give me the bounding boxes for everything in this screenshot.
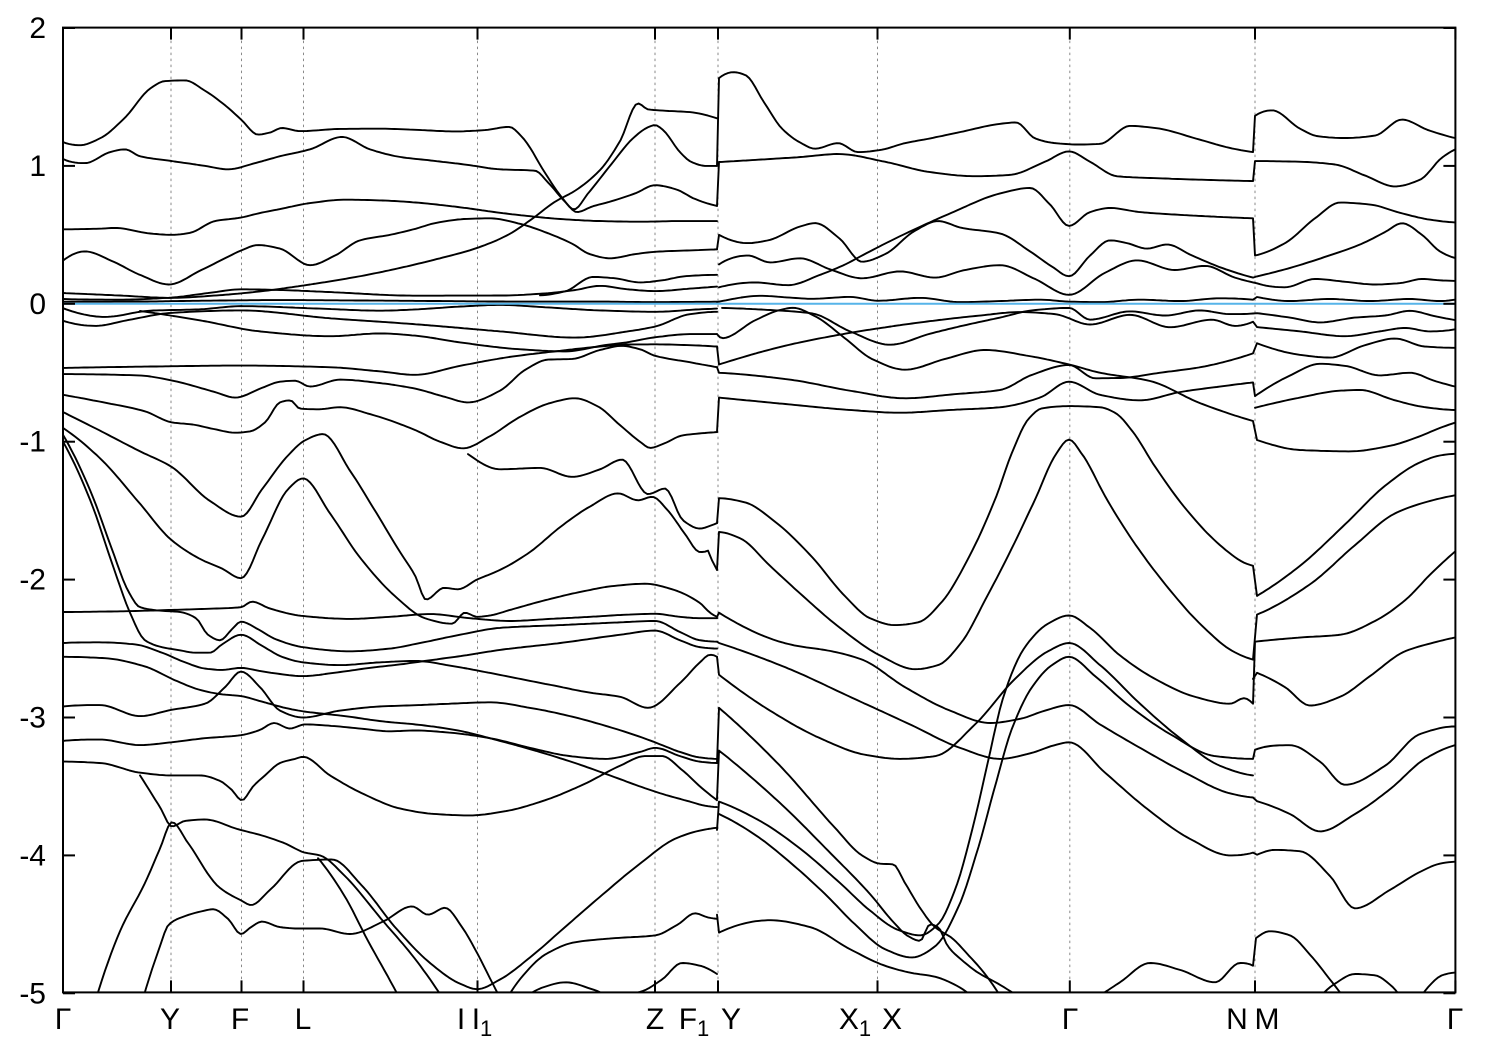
svg-text:Y: Y xyxy=(160,1003,180,1036)
svg-text:Z: Z xyxy=(646,1003,664,1036)
svg-text:Γ: Γ xyxy=(1062,1003,1079,1036)
svg-text:N: N xyxy=(1226,1003,1248,1036)
svg-text:-5: -5 xyxy=(19,977,46,1010)
svg-text:F: F xyxy=(231,1003,249,1036)
svg-text:-4: -4 xyxy=(19,839,46,872)
svg-text:Γ: Γ xyxy=(1447,1003,1464,1036)
svg-text:2: 2 xyxy=(29,12,46,45)
svg-text:0: 0 xyxy=(29,288,46,321)
svg-text:Y: Y xyxy=(721,1003,741,1036)
svg-text:X: X xyxy=(882,1003,902,1036)
svg-text:-3: -3 xyxy=(19,702,46,735)
svg-text:1: 1 xyxy=(29,150,46,183)
svg-text:-2: -2 xyxy=(19,564,46,597)
svg-text:-1: -1 xyxy=(19,426,46,459)
svg-text:M: M xyxy=(1255,1003,1280,1036)
svg-text:L: L xyxy=(295,1003,312,1036)
svg-text:Γ: Γ xyxy=(55,1003,72,1036)
svg-text:I: I xyxy=(457,1003,465,1036)
